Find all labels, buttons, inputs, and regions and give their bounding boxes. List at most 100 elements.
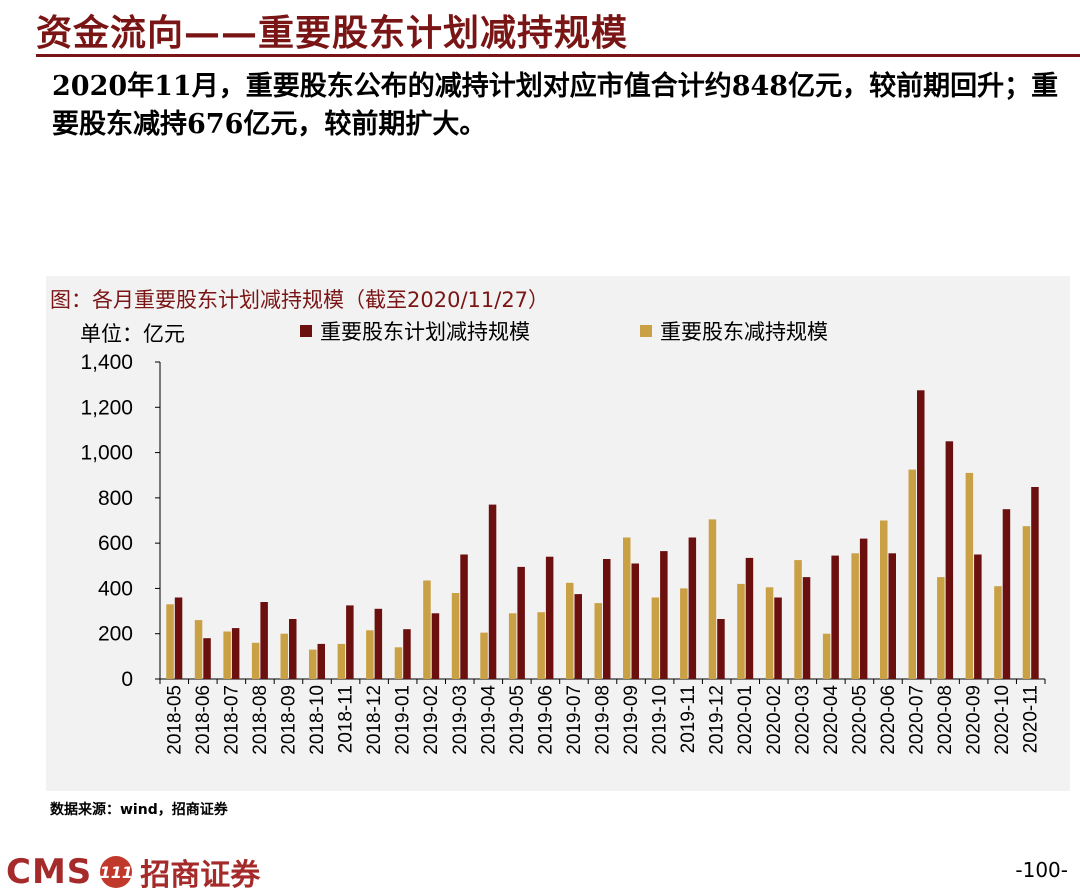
bar-actual	[765, 587, 774, 679]
bar-actual	[1022, 526, 1031, 679]
legend-swatch-planned	[300, 325, 312, 337]
x-tick-label: 2020-05	[849, 685, 870, 755]
bar-actual	[994, 586, 1002, 679]
x-tick-label: 2018-12	[364, 685, 385, 755]
bar-planned	[231, 628, 240, 679]
x-tick-label: 2019-05	[507, 685, 528, 755]
chart-panel	[46, 276, 1070, 791]
bar-planned	[460, 554, 468, 679]
y-tick-label: 1,200	[80, 396, 133, 419]
bar-planned	[660, 551, 668, 679]
bar-actual	[737, 583, 745, 679]
x-tick-label: 2019-01	[393, 685, 414, 755]
bar-actual	[794, 560, 802, 679]
y-tick-label: 200	[98, 623, 133, 646]
y-tick-label: 600	[98, 532, 133, 555]
bar-actual	[937, 577, 945, 679]
bar-actual	[880, 520, 888, 679]
x-tick-label: 2018-10	[307, 685, 328, 755]
bar-planned	[574, 594, 582, 679]
bar-actual	[965, 472, 974, 679]
bar-planned	[289, 619, 297, 679]
bar-planned	[831, 555, 839, 679]
bar-actual	[194, 620, 203, 679]
bar-actual	[223, 631, 231, 679]
bar-actual	[822, 633, 831, 679]
x-tick-label: 2020-07	[907, 685, 928, 755]
bar-actual	[394, 647, 403, 679]
x-tick-label: 2019-02	[421, 685, 442, 755]
x-tick-label: 2019-10	[650, 685, 671, 755]
x-tick-label: 2020-01	[735, 685, 756, 755]
legend-item-planned: 重要股东计划减持规模	[300, 316, 530, 346]
bar-actual	[423, 580, 431, 679]
bar-planned	[1002, 509, 1011, 679]
x-tick-label: 2019-04	[478, 685, 499, 755]
bar-actual	[566, 582, 574, 679]
bar-actual	[651, 597, 660, 679]
x-tick-label: 2020-10	[992, 685, 1013, 755]
bar-planned	[631, 563, 639, 679]
bar-planned	[603, 559, 611, 679]
page-title: 资金流向——重要股东计划减持规模	[36, 12, 629, 54]
x-tick-label: 2018-11	[336, 685, 357, 753]
bar-planned	[374, 608, 383, 679]
y-tick-label: 1,000	[80, 442, 133, 465]
x-tick-label: 2019-07	[564, 685, 585, 755]
x-tick-label: 2018-06	[193, 685, 214, 755]
bar-actual	[623, 537, 631, 679]
logo-cn-text: 招商证券	[140, 858, 261, 893]
bar-planned	[488, 504, 497, 679]
data-source: 数据来源：wind，招商证券	[50, 802, 228, 818]
bar-actual	[337, 643, 346, 679]
bar-planned	[1031, 487, 1039, 679]
x-tick-label: 2020-08	[935, 685, 956, 755]
x-tick-label: 2020-03	[792, 685, 813, 755]
page-number: -100-	[1015, 858, 1068, 882]
y-tick-label: 400	[98, 577, 133, 600]
x-tick-label: 2020-04	[821, 685, 842, 755]
bar-actual	[851, 553, 859, 679]
y-tick-label: 800	[98, 487, 133, 510]
x-tick-label: 2019-12	[707, 685, 728, 755]
x-tick-label: 2018-08	[250, 685, 271, 755]
legend-label-actual: 重要股东减持规模	[660, 320, 828, 344]
logo-cms-text: CMS	[6, 852, 93, 892]
bar-planned	[945, 441, 954, 680]
bar-actual	[251, 642, 260, 679]
bar-actual	[280, 633, 288, 679]
chart-title: 图：各月重要股东计划减持规模（截至2020/11/27）	[50, 288, 550, 312]
bar-planned	[859, 538, 868, 679]
bar-actual	[908, 469, 916, 679]
x-tick-label: 2018-07	[221, 685, 242, 755]
x-tick-label: 2019-06	[535, 685, 556, 755]
bar-planned	[974, 554, 982, 679]
x-tick-label: 2020-11	[1021, 685, 1042, 753]
bar-planned	[403, 629, 411, 679]
bar-actual	[680, 588, 688, 679]
legend-label-planned: 重要股东计划减持规模	[320, 320, 530, 344]
bar-planned	[688, 537, 697, 679]
bar-planned	[346, 605, 354, 679]
bar-planned	[717, 619, 725, 679]
bar-planned	[745, 557, 754, 679]
bar-actual	[537, 612, 545, 679]
bar-planned	[431, 613, 440, 679]
unit-label: 单位：亿元	[80, 322, 185, 346]
bar-planned	[802, 577, 811, 679]
summary-text: 2020年11月，重要股东公布的减持计划对应市值合计约848亿元，较前期回升；重…	[52, 71, 1059, 140]
bar-planned	[317, 643, 325, 679]
x-tick-label: 2019-11	[678, 685, 699, 753]
x-tick-label: 2019-09	[621, 685, 642, 755]
title-divider	[36, 54, 1080, 57]
bar-actual	[451, 593, 460, 679]
bar-actual	[480, 632, 488, 679]
y-tick-label: 1,400	[80, 351, 133, 374]
bar-actual	[508, 613, 517, 679]
legend-swatch-actual	[640, 325, 652, 337]
bar-actual	[366, 630, 374, 679]
x-tick-label: 2020-09	[964, 685, 985, 755]
bar-planned	[203, 638, 211, 679]
bar-planned	[260, 602, 268, 679]
